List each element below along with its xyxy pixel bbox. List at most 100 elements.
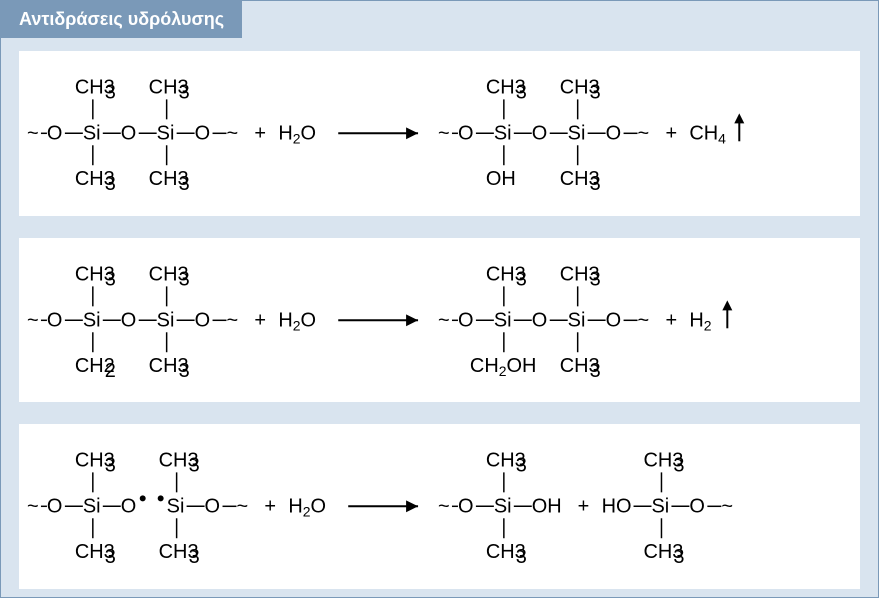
r1-plus-1: + <box>254 122 266 144</box>
r1-lhs: ~ O Si O Si O ~ CH3 3 <box>27 76 316 195</box>
reaction-1: ~ O Si O Si O ~ CH3 3 <box>19 51 860 216</box>
svg-text:~: ~ <box>638 309 650 331</box>
svg-text:3: 3 <box>179 268 190 290</box>
svg-text:~: ~ <box>27 496 39 518</box>
svg-text:Si: Si <box>167 496 185 518</box>
r2-arrow <box>338 314 418 326</box>
gas-arrow-icon <box>734 113 744 141</box>
svg-text:~: ~ <box>638 122 650 144</box>
r2-plus-1: + <box>254 309 266 331</box>
svg-text:O: O <box>458 496 474 518</box>
svg-text:O: O <box>689 496 705 518</box>
svg-text:O: O <box>532 122 548 144</box>
r3-arrow <box>348 501 418 513</box>
svg-text:Si: Si <box>157 309 175 331</box>
r1-rhs: ~ O Si O Si O ~ CH3 3 <box>438 76 744 195</box>
svg-text:3: 3 <box>105 268 116 290</box>
reaction-3: ~ O Si O Si O ~ CH3 3 <box>19 424 860 589</box>
r1-byproduct: CH4 <box>689 122 726 146</box>
r1-arrow <box>338 127 418 139</box>
r1-reagent: H2O <box>278 122 316 146</box>
svg-text:~: ~ <box>236 496 248 518</box>
r3-plus-2: + <box>578 496 590 518</box>
r2-rhs-si1-bottom: CH2OH <box>470 355 536 379</box>
svg-text:O: O <box>121 309 137 331</box>
svg-text:Si: Si <box>568 309 586 331</box>
svg-text:~: ~ <box>27 122 39 144</box>
r2-lhs: ~ O Si O Si O ~ CH3 3 <box>27 263 316 382</box>
svg-text:O: O <box>458 122 474 144</box>
reaction-3-svg: ~ O Si O Si O ~ CH3 3 <box>19 424 860 589</box>
svg-text:3: 3 <box>590 268 601 290</box>
svg-text:O: O <box>47 309 63 331</box>
svg-text:O: O <box>532 309 548 331</box>
reaction-2: ~ O Si O Si O ~ CH3 3 <box>19 238 860 403</box>
svg-text:~: ~ <box>721 496 733 518</box>
svg-text:3: 3 <box>189 546 200 568</box>
svg-text:Si: Si <box>651 496 669 518</box>
svg-text:O: O <box>205 496 221 518</box>
svg-text:O: O <box>195 309 211 331</box>
svg-text:O: O <box>195 122 211 144</box>
svg-text:3: 3 <box>105 455 116 477</box>
svg-text:O: O <box>606 309 622 331</box>
svg-text:O: O <box>121 496 137 518</box>
svg-text:HO: HO <box>602 496 632 518</box>
svg-text:O: O <box>47 496 63 518</box>
svg-text:Si: Si <box>494 496 512 518</box>
svg-text:O: O <box>121 122 137 144</box>
svg-text:Si: Si <box>157 122 175 144</box>
reactions-container: ~ O Si O Si O ~ CH3 3 <box>19 51 860 579</box>
svg-text:3: 3 <box>590 81 601 103</box>
svg-text:O: O <box>47 122 63 144</box>
svg-text:3: 3 <box>105 546 116 568</box>
svg-text:3: 3 <box>179 360 190 382</box>
r2-plus-2: + <box>665 309 677 331</box>
svg-text:3: 3 <box>516 81 527 103</box>
svg-text:3: 3 <box>179 81 190 103</box>
svg-text:3: 3 <box>590 173 601 195</box>
panel-title: Αντιδράσεις υδρόλυσης <box>1 1 242 38</box>
svg-text:~: ~ <box>438 122 450 144</box>
r2-rhs: ~ O Si O Si O ~ CH3 3 <box>438 263 732 382</box>
svg-text:3: 3 <box>673 455 684 477</box>
svg-text:3: 3 <box>105 81 116 103</box>
svg-text:~: ~ <box>438 496 450 518</box>
svg-text:OH: OH <box>532 496 562 518</box>
svg-text:3: 3 <box>516 455 527 477</box>
r2-byproduct: H2 <box>689 309 711 333</box>
svg-text:3: 3 <box>516 268 527 290</box>
r1-rhs-si1-bottom: OH <box>486 168 516 190</box>
svg-text:3: 3 <box>516 546 527 568</box>
r2-reagent: H2O <box>278 309 316 333</box>
r3-plus-1: + <box>264 496 276 518</box>
svg-text:3: 3 <box>105 173 116 195</box>
svg-text:Si: Si <box>494 309 512 331</box>
r3-reagent: H2O <box>288 496 326 520</box>
r1-plus-2: + <box>665 122 677 144</box>
r3-lhs: ~ O Si O Si O ~ CH3 3 <box>27 450 326 569</box>
svg-text:3: 3 <box>673 546 684 568</box>
svg-text:Si: Si <box>568 122 586 144</box>
reaction-2-svg: ~ O Si O Si O ~ CH3 3 <box>19 238 860 403</box>
radical-dot-icon <box>158 496 164 502</box>
svg-text:O: O <box>606 122 622 144</box>
svg-text:Si: Si <box>83 309 101 331</box>
radical-dot-icon <box>140 496 146 502</box>
svg-text:Si: Si <box>83 122 101 144</box>
reactions-panel: Αντιδράσεις υδρόλυσης ~ O Si O Si O <box>0 0 879 598</box>
svg-text:~: ~ <box>27 309 39 331</box>
svg-text:3: 3 <box>179 173 190 195</box>
svg-text:Si: Si <box>494 122 512 144</box>
svg-text:O: O <box>458 309 474 331</box>
svg-text:~: ~ <box>227 122 239 144</box>
gas-arrow-icon <box>722 300 732 328</box>
svg-text:~: ~ <box>227 309 239 331</box>
svg-text:~: ~ <box>438 309 450 331</box>
svg-text:3: 3 <box>590 360 601 382</box>
svg-text:2: 2 <box>105 360 116 382</box>
svg-text:3: 3 <box>189 455 200 477</box>
reaction-1-svg: ~ O Si O Si O ~ CH3 3 <box>19 51 860 216</box>
svg-text:Si: Si <box>83 496 101 518</box>
r3-rhs: ~ O Si OH CH3 3 CH3 3 + HO <box>438 450 733 569</box>
